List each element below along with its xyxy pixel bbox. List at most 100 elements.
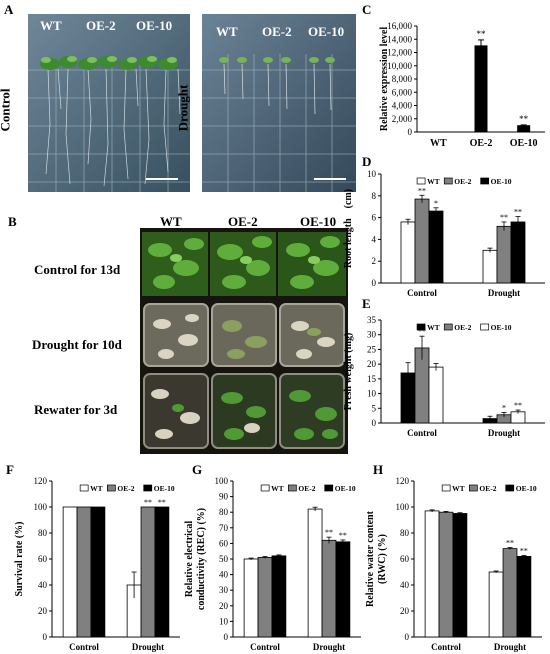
- chart-g-y-tick-label: 100: [215, 476, 229, 486]
- panel-b-genotype-wt: WT: [160, 214, 182, 229]
- chart-c-y-tick-label: 16,000: [387, 21, 412, 31]
- chart-e-y-tick-label: 10: [367, 389, 377, 399]
- panel-b-photo: [140, 228, 348, 454]
- chart-g-y-tick-label: 30: [219, 585, 229, 595]
- chart-g-y-tick-label: 0: [224, 632, 229, 642]
- chart-c-y-tick-label: 6,000: [392, 87, 413, 97]
- chart-g-legend-swatch: [288, 484, 297, 492]
- chart-d-bar-wt-drought: [482, 249, 498, 284]
- chart-d-legend-label: WT: [427, 177, 440, 186]
- chart-d-significance: **: [514, 208, 522, 217]
- chart-c-y-tick-label: 2,000: [392, 114, 413, 124]
- chart-f-legend-swatch: [79, 484, 89, 492]
- chart-h-x-tick-label: Drought: [494, 642, 526, 652]
- panel-b-row-label-rewater: Rewater for 3d: [34, 402, 118, 417]
- chart-d-bar-wt-control: [400, 221, 416, 284]
- chart-g-x-tick-label: Drought: [313, 642, 345, 652]
- panel-b-row-label-control: Control for 13d: [34, 262, 121, 277]
- chart-d-y-tick-label: 8: [372, 191, 377, 201]
- chart-h-bar-oe-2-drought: [502, 548, 518, 638]
- panel-letter-h: H: [373, 462, 384, 477]
- chart-c-y-label: Relative expression level: [379, 27, 390, 131]
- chart-e-legend-swatch: [416, 323, 426, 331]
- chart-f-bar-oe-10-control: [90, 506, 106, 638]
- chart-g-bar-oe-10-drought: [335, 541, 351, 638]
- chart-d-legend-label: OE-2: [454, 177, 471, 186]
- chart-h-bar-oe-10-drought: [516, 556, 532, 638]
- chart-h-y-tick-label: 40: [400, 580, 410, 590]
- chart-g-significance: **: [339, 531, 347, 540]
- genotype-label-oe10: OE-10: [308, 24, 345, 39]
- chart-g-y-tick-label: 10: [219, 616, 229, 626]
- chart-d-significance: **: [500, 213, 508, 222]
- chart-h-significance: **: [520, 546, 528, 555]
- chart-f-x-tick-label: Drought: [132, 642, 164, 652]
- chart-h-y-label: Relative water content: [365, 510, 376, 607]
- chart-d-x-tick-label: Drought: [488, 288, 520, 298]
- chart-g-y-label: conductivity (REC) (%): [196, 508, 207, 610]
- chart-g-legend-label: WT: [271, 484, 284, 493]
- chart-c-significance: **: [519, 114, 529, 124]
- chart-h-legend-swatch: [469, 484, 478, 492]
- panel-b-genotype-oe2: OE-2: [228, 214, 258, 229]
- chart-f-legend-label: OE-10: [154, 484, 175, 493]
- chart-g-y-label: Relative electrical: [184, 521, 195, 598]
- chart-d-y-tick-label: 4: [372, 234, 377, 244]
- chart-e-significance: **: [418, 327, 426, 336]
- chart-c-bar-oe-10: [517, 125, 531, 133]
- chart-g-bar-oe-2-drought: [321, 539, 337, 638]
- chart-e-bar-wt-control: [400, 372, 416, 424]
- chart-c-x-tick-label: WT: [430, 138, 447, 149]
- chart-e-significance: **: [514, 401, 522, 410]
- chart-d-legend-swatch: [480, 177, 490, 185]
- chart-f-legend-swatch: [107, 484, 116, 492]
- chart-e-bar-wt-drought: [482, 418, 498, 424]
- chart-c-y-tick-label: 14,000: [387, 34, 412, 44]
- chart-h-y-label: (RWC) (%): [377, 534, 388, 584]
- chart-d-bar-oe-10-drought: [510, 221, 526, 284]
- panel-letter-f: F: [6, 462, 14, 477]
- chart-e-bar-oe-10-control: [428, 366, 444, 424]
- chart-e-x-tick-label: Drought: [488, 428, 520, 438]
- chart-f-y-tick-label: 20: [38, 606, 48, 616]
- drought-plate-image: [202, 14, 356, 192]
- chart-e-y-tick-label: 5: [372, 403, 377, 413]
- panel-a-control-photo: WT OE-2 OE-10: [28, 14, 190, 192]
- chart-e-legend-label: OE-10: [491, 323, 512, 332]
- chart-f-y-tick-label: 120: [34, 476, 48, 486]
- panel-a-control-label: Control: [0, 88, 13, 132]
- chart-c-y-tick-label: 4,000: [392, 101, 413, 111]
- chart-f-legend-swatch: [143, 484, 153, 492]
- chart-f-bar-wt-drought: [126, 584, 142, 638]
- chart-g-y-tick-label: 20: [219, 601, 229, 611]
- chart-g-bar-wt-control: [243, 558, 259, 638]
- chart-h-significance: **: [506, 539, 514, 548]
- chart-h-legend-label: WT: [452, 484, 465, 493]
- chart-f-y-tick-label: 40: [38, 580, 48, 590]
- chart-g-legend-label: OE-2: [298, 484, 315, 493]
- chart-f-y-tick-label: 100: [34, 502, 48, 512]
- chart-e-legend-label: OE-2: [454, 323, 471, 332]
- chart-f-x-tick-label: Control: [69, 642, 99, 652]
- chart-d-bar-oe-2-control: [414, 198, 430, 284]
- chart-d-y-tick-label: 2: [372, 256, 377, 266]
- chart-e-y-tick-label: 35: [367, 315, 377, 325]
- chart-h-y-tick-label: 0: [405, 632, 410, 642]
- chart-h-y-tick-label: 60: [400, 554, 410, 564]
- chart-h-bar-wt-control: [424, 510, 440, 638]
- panel-b-row-label-drought: Drought for 10d: [32, 337, 122, 352]
- chart-f-significance: **: [158, 498, 166, 507]
- chart-c-y-tick-label: 12,000: [387, 48, 412, 58]
- chart-h-bar-oe-2-control: [438, 511, 454, 638]
- rewater-pots: [143, 373, 345, 449]
- panel-letter-e: E: [362, 296, 371, 311]
- chart-e-bar-oe-2-control: [414, 347, 430, 424]
- chart-d-y-tick-label: 6: [372, 213, 377, 223]
- panel-b-genotype-oe10: OE-10: [300, 214, 337, 229]
- chart-f-y-tick-label: 60: [38, 554, 48, 564]
- chart-g-y-tick-label: 90: [219, 492, 229, 502]
- chart-h-y-tick-label: 20: [400, 606, 410, 616]
- chart-c-y-tick-label: 8,000: [392, 74, 413, 84]
- chart-g-significance: **: [325, 528, 333, 537]
- chart-c-x-tick-label: OE-10: [510, 138, 538, 149]
